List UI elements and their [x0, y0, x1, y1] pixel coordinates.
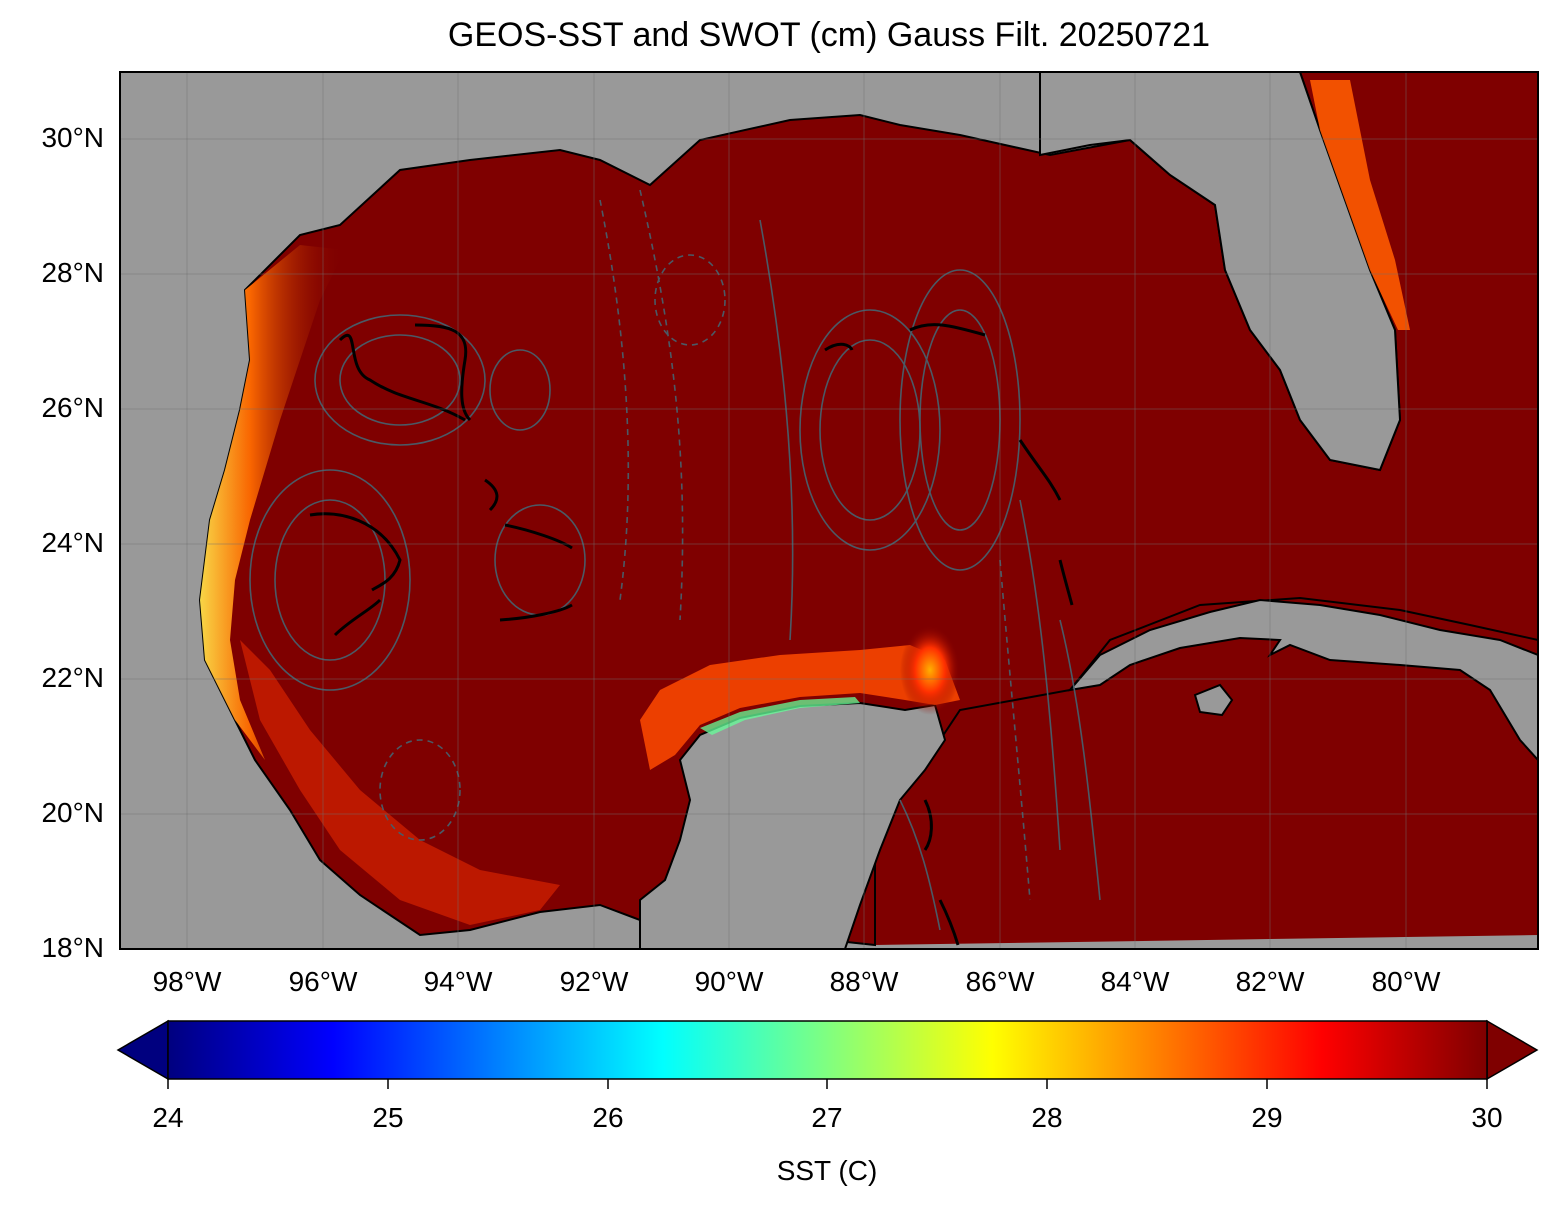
- colorbar-tick-30: 30: [1471, 1102, 1503, 1133]
- colorbar-tick-24: 24: [152, 1102, 184, 1133]
- lon-label-94w: 94°W: [423, 966, 493, 997]
- yucatan-glow: [900, 625, 960, 715]
- colorbar-extend-high: [1486, 1019, 1539, 1081]
- florida-warm-band: [1310, 80, 1410, 330]
- gulf-water: [198, 72, 1538, 947]
- lat-label-24n: 24°N: [41, 527, 104, 558]
- colorbar-title: SST (C): [776, 1155, 878, 1186]
- colorbar-gradient: [167, 1020, 1488, 1080]
- gridlines: [120, 72, 1538, 949]
- lon-label-90w: 90°W: [694, 966, 764, 997]
- lon-label-92w: 92°W: [559, 966, 629, 997]
- isle-of-youth: [1193, 683, 1234, 717]
- lon-label-96w: 96°W: [288, 966, 358, 997]
- lat-label-20n: 20°N: [41, 797, 104, 828]
- warm-coastal-band-south: [240, 640, 560, 925]
- lat-label-18n: 18°N: [41, 932, 104, 963]
- map-title: GEOS-SST and SWOT (cm) Gauss Filt. 20250…: [447, 16, 1211, 54]
- florida-land: [1039, 72, 1402, 472]
- colorbar: [116, 1019, 1539, 1089]
- yucatan-plume: [640, 645, 960, 770]
- lat-label-26n: 26°N: [41, 392, 104, 423]
- atlantic-water: [875, 72, 1538, 945]
- black-contours: [309, 323, 1074, 946]
- yucatan-cool-strip: [700, 697, 860, 735]
- cuba-land: [1067, 598, 1538, 762]
- lat-label-28n: 28°N: [41, 257, 104, 288]
- lon-label-84w: 84°W: [1100, 966, 1170, 997]
- colorbar-tick-25: 25: [372, 1102, 404, 1133]
- colorbar-tick-28: 28: [1031, 1102, 1063, 1133]
- swot-contours: [249, 189, 1101, 931]
- lat-label-22n: 22°N: [41, 662, 104, 693]
- colorbar-tick-26: 26: [592, 1102, 624, 1133]
- lat-label-30n: 30°N: [41, 122, 104, 153]
- warm-coastal-band: [200, 245, 345, 760]
- lon-label-86w: 86°W: [965, 966, 1035, 997]
- lon-label-82w: 82°W: [1235, 966, 1305, 997]
- colorbar-extend-low: [116, 1019, 169, 1081]
- colorbar-tick-27: 27: [811, 1102, 843, 1133]
- lon-label-98w: 98°W: [152, 966, 222, 997]
- colorbar-tick-29: 29: [1251, 1102, 1283, 1133]
- lon-label-88w: 88°W: [829, 966, 899, 997]
- plot-frame: [119, 71, 1539, 950]
- lon-label-80w: 80°W: [1371, 966, 1441, 997]
